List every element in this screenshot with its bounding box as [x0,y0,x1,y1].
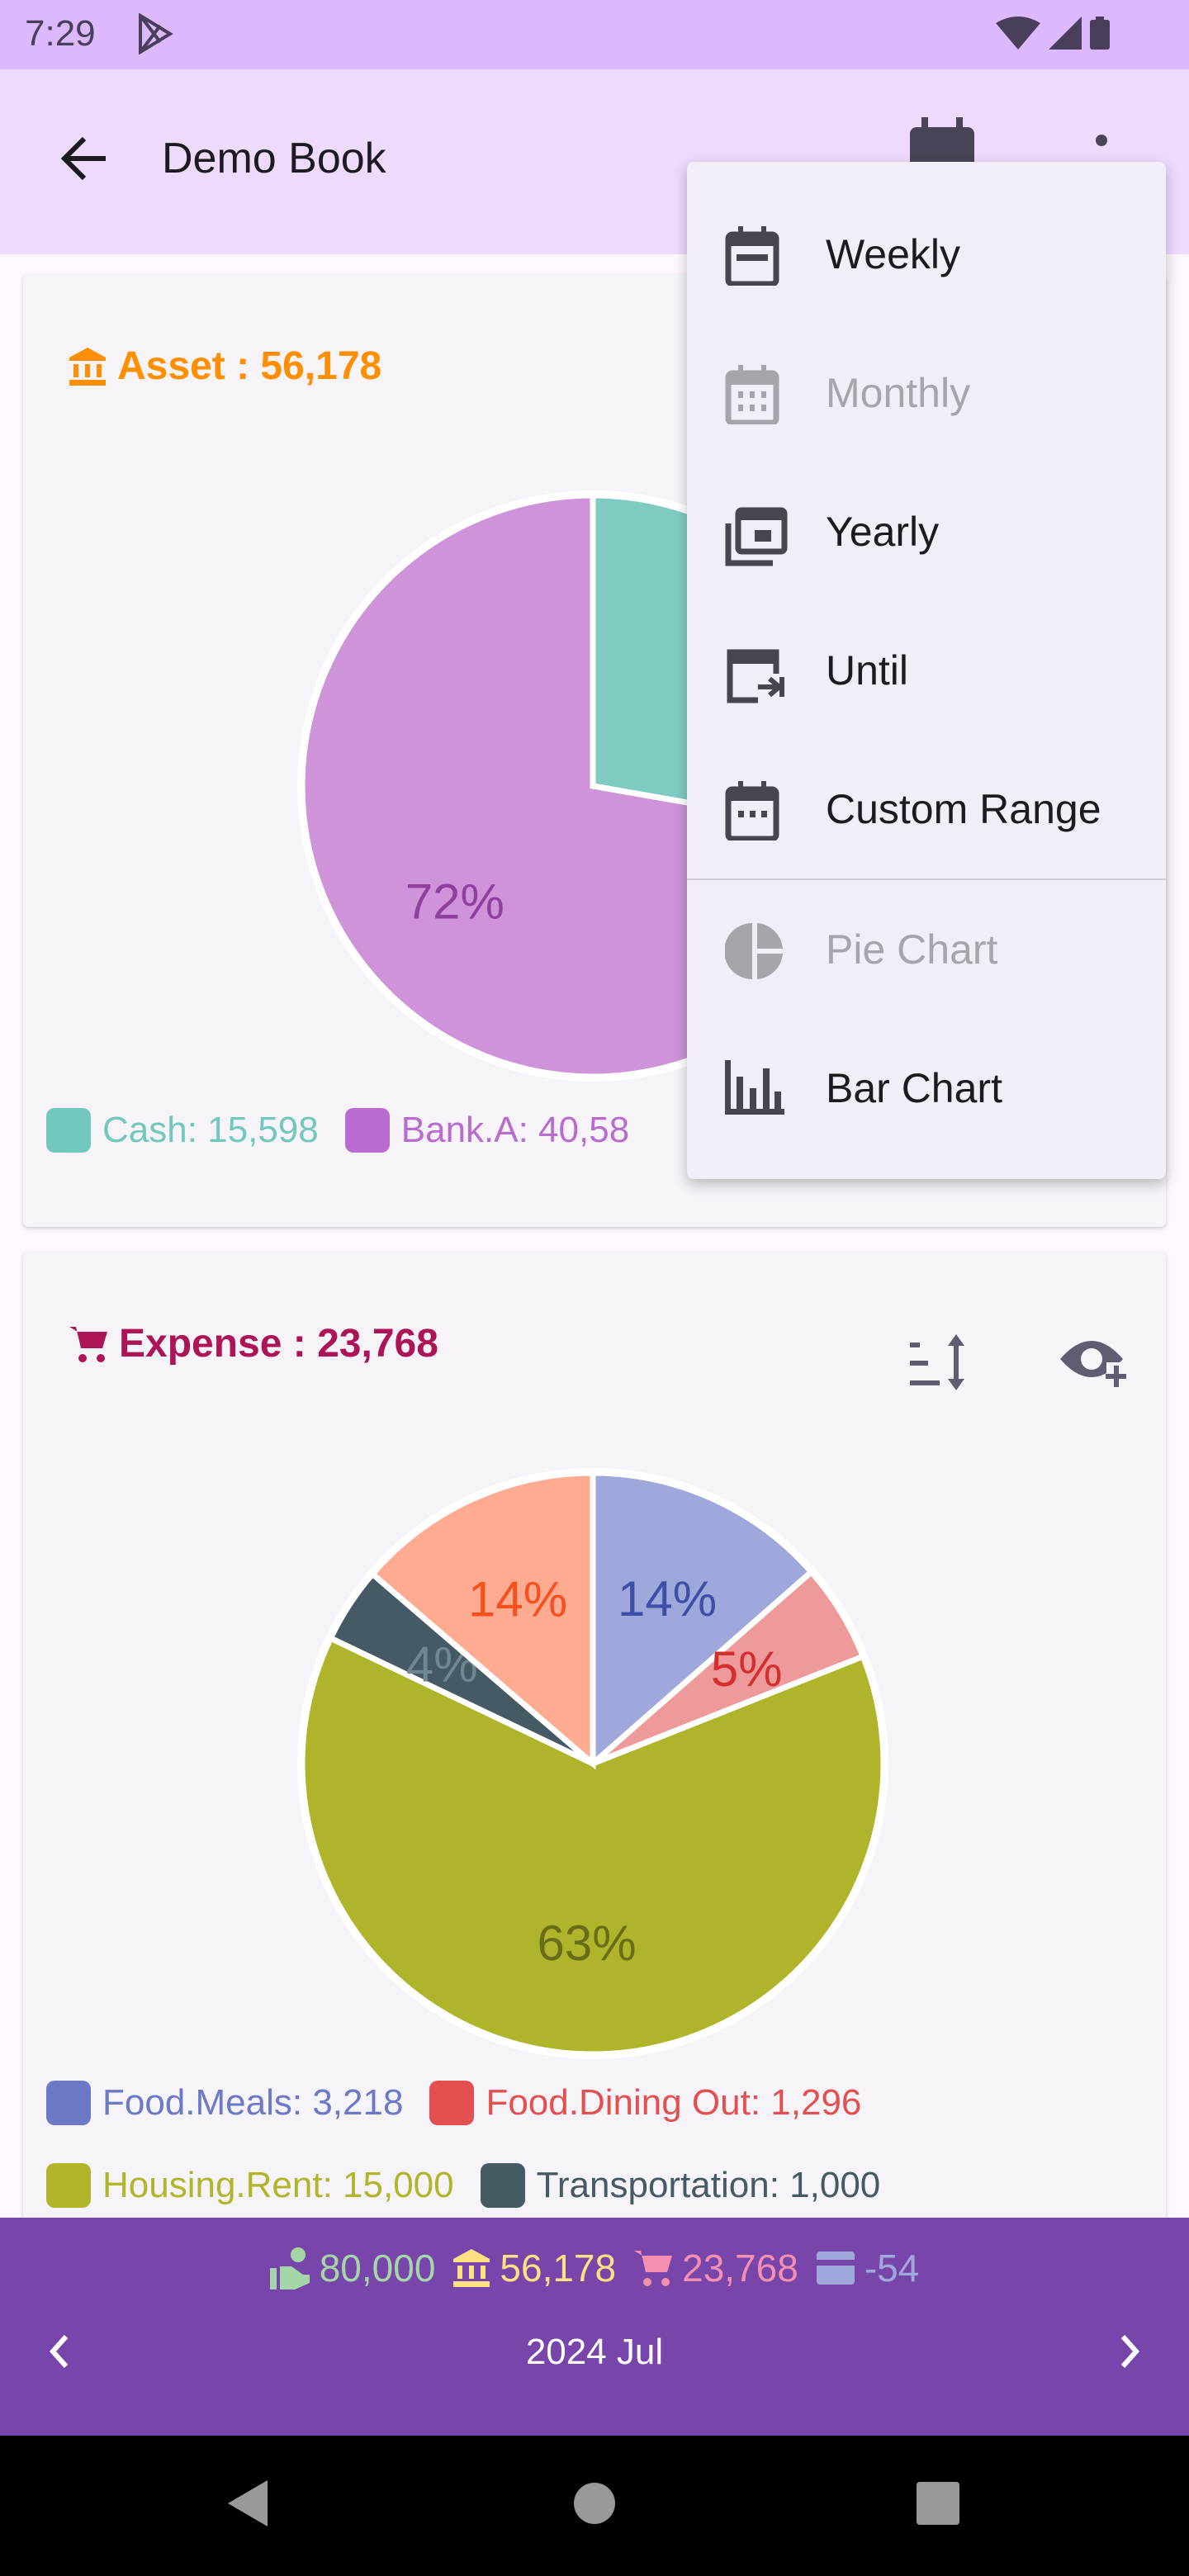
pie-slice-food-meals[interactable] [590,1470,816,1770]
summary-bar: 80,000 56,178 23,768 -54 2024 Jul [0,2218,1189,2436]
liability-value: -54 [864,2247,920,2290]
totals-row: 80,000 56,178 23,768 -54 [0,2246,1189,2290]
legend-label: Food.Dining Out: 1,296 [486,2082,862,2123]
sort-icon[interactable] [910,1333,973,1392]
cart-icon [69,1326,107,1362]
battery-icon [1090,17,1110,50]
page-title: Demo Book [162,135,386,182]
expense-card-title: Expense : 23,768 [69,1321,438,1366]
menu-item-custom-range[interactable]: Custom Range [687,740,1166,878]
period-chart-menu: Weekly Monthly Yearly Until Custom Range… [687,162,1166,1179]
menu-item-monthly[interactable]: Monthly [687,324,1166,462]
expense-summary: 23,768 [634,2246,798,2290]
pie-chart-icon [725,923,783,979]
legend-swatch [46,1108,91,1153]
legend-label: Bank.A: 40,58 [400,1110,630,1150]
legend-item-food-meals[interactable]: Food.Meals: 3,218 [46,2081,403,2125]
pie-percent-label: 5% [711,1641,783,1697]
pie-percent-label: 14% [468,1572,567,1627]
credit-card-icon [816,2252,855,2285]
expense-legend-row-2: Housing.Rent: 15,000 Transportation: 1,0… [46,2163,895,2208]
cart-icon [634,2251,673,2286]
expense-total: Expense : 23,768 [119,1322,438,1366]
calendar-year-icon [725,507,788,566]
pie-slice-housing-rent[interactable] [299,1634,887,2057]
system-nav-bar [0,2436,1189,2576]
asset-card-title: Asset : 56,178 [69,343,381,389]
calendar-range-icon [725,781,779,841]
eye-plus-icon[interactable] [1059,1334,1126,1389]
legend-item-housing-rent[interactable]: Housing.Rent: 15,000 [46,2163,454,2208]
back-arrow-icon[interactable] [59,134,109,183]
menu-item-until[interactable]: Until [687,601,1166,740]
menu-item-pie-chart[interactable]: Pie Chart [687,880,1166,1019]
nav-home-icon[interactable] [573,2482,616,2525]
asset-total: Asset : 56,178 [117,344,382,388]
legend-item-cash[interactable]: Cash: 15,598 [46,1108,319,1153]
income-total: 80,000 [269,2246,436,2290]
calendar-month-icon [725,365,779,424]
legend-label: Transportation: 1,000 [536,2165,881,2205]
pie-slice-other[interactable] [368,1470,596,1770]
liability-summary: -54 [816,2246,920,2290]
bank-icon [69,347,106,386]
asset-legend: Cash: 15,598 Bank.A: 40,58 [46,1108,644,1153]
expense-legend-row-1: Food.Meals: 3,218 Food.Dining Out: 1,296 [46,2081,876,2125]
legend-label: Housing.Rent: 15,000 [102,2165,454,2205]
wifi-icon [996,17,1040,50]
period-label: 2024 Jul [525,2332,664,2372]
more-options-icon[interactable] [1093,134,1110,183]
pie-percent-label: 14% [618,1571,717,1627]
menu-divider [687,878,1166,880]
calendar-week-icon [725,226,779,286]
menu-label: Weekly [826,231,961,277]
menu-item-weekly[interactable]: Weekly [687,185,1166,324]
pie-percent-label: 72% [405,874,504,929]
status-time: 7:29 [25,13,96,54]
menu-item-bar-chart[interactable]: Bar Chart [687,1019,1166,1158]
legend-swatch [344,1108,390,1153]
legend-item-bank[interactable]: Bank.A: 40,58 [344,1108,630,1153]
legend-swatch [429,2081,475,2125]
menu-item-yearly[interactable]: Yearly [687,462,1166,601]
menu-label: Pie Chart [826,926,998,973]
menu-label: Yearly [826,509,940,555]
income-icon [269,2247,310,2290]
menu-label: Custom Range [826,786,1101,832]
status-bar: 7:29 [0,0,1189,69]
menu-label: Bar Chart [826,1065,1002,1111]
menu-label: Monthly [826,370,971,416]
nav-back-icon[interactable] [228,2480,269,2526]
menu-label: Until [826,647,909,694]
next-period-button[interactable] [1118,2333,1143,2370]
calendar-until-icon [727,649,784,703]
legend-label: Cash: 15,598 [102,1110,319,1150]
expense-card: Expense : 23,768 14% 5% 63% 4% 14% Food.Meal… [23,1252,1166,2242]
legend-swatch [46,2163,91,2208]
bank-icon [453,2249,490,2287]
legend-label: Food.Meals: 3,218 [102,2082,404,2123]
expense-pie-chart[interactable]: 14%5%63%4%14% [287,1458,898,2069]
previous-period-button[interactable] [46,2333,71,2370]
legend-item-transportation[interactable]: Transportation: 1,000 [480,2163,881,2208]
signal-icon [1049,17,1082,50]
income-value: 80,000 [319,2247,436,2290]
asset-summary: 56,178 [453,2246,616,2290]
pie-percent-label: 63% [537,1915,636,1971]
expense-value: 23,768 [682,2247,798,2290]
legend-item-dining-out[interactable]: Food.Dining Out: 1,296 [429,2081,861,2125]
play-store-icon [139,13,173,54]
nav-recents-icon[interactable] [917,2482,959,2525]
legend-swatch [480,2163,525,2208]
legend-swatch [46,2081,91,2125]
bar-chart-icon [725,1060,784,1115]
asset-value: 56,178 [500,2247,617,2290]
